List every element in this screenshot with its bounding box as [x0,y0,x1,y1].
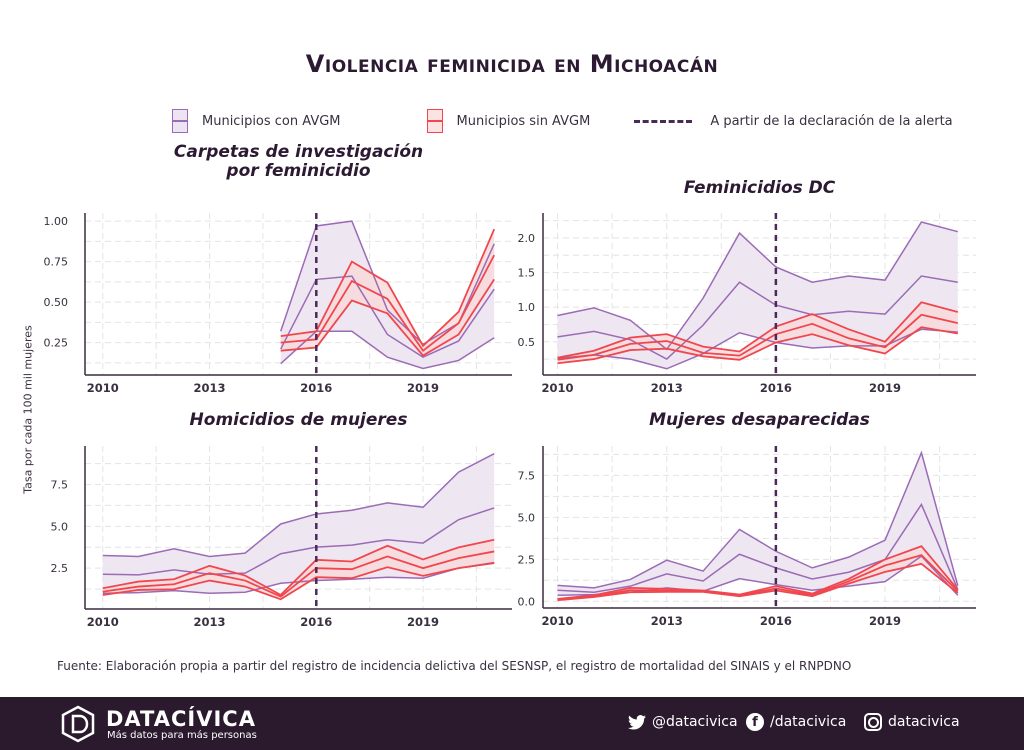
panel-title: Carpetas de investigación [174,142,423,162]
y-tick-label: 2.0 [518,232,536,245]
y-tick-label: 2.5 [51,562,69,575]
x-tick-label: 2013 [194,615,226,629]
legend-label-con-avgm: Municipios con AVGM [202,113,341,129]
y-tick-label: 0.5 [518,336,536,349]
legend-swatch-alerta [634,119,693,123]
line-sin-avgm-upper [280,228,496,348]
line-sin-avgm-lower [557,326,958,365]
panel-title: Mujeres desaparecidas [649,410,870,430]
line-sin-avgm-lower [557,562,959,602]
line-sin-avgm-mid [557,313,959,361]
x-tick-label: 2019 [407,615,439,629]
legend-item-alerta: A partir de la declaración de la alerta [634,113,953,129]
y-tick-label: 1.00 [44,215,69,228]
line-con-avgm-mid [557,502,959,593]
x-tick-label: 2013 [651,381,683,395]
facebook-icon: f [746,713,764,731]
twitter-handle: @datacivica [652,714,738,730]
line-sin-avgm-upper [102,538,495,597]
brand-tagline: Más datos para más personas [107,730,257,741]
datacivica-logo-icon [61,705,95,743]
y-tick-label: 0.0 [518,595,536,608]
legend-swatch-con-avgm [172,109,188,133]
x-tick-label: 2016 [300,615,332,629]
brand-name: DATACÍVICA [106,707,256,731]
y-tick-label: 7.5 [518,469,536,482]
source-note: Fuente: Elaboración propia a partir del … [57,659,852,673]
y-tick-label: 0.75 [44,256,69,269]
instagram-link[interactable]: datacivica [864,713,960,731]
line-sin-avgm-upper [557,545,959,600]
panel-title: por feminicidio [225,161,370,181]
y-tick-label: 5.0 [518,511,536,524]
instagram-icon [864,713,882,731]
y-tick-label: 1.5 [518,267,536,280]
x-tick-label: 2016 [760,381,792,395]
legend-label-sin-avgm: Municipios sin AVGM [456,113,591,129]
band-sin-avgm [102,539,495,600]
x-tick-label: 2016 [300,381,332,395]
y-tick-label: 5.0 [51,520,69,533]
legend-item-con-avgm: Municipios con AVGM [172,109,341,133]
legend-swatch-sin-avgm [426,109,443,133]
twitter-icon [628,713,646,731]
x-tick-label: 2019 [407,381,439,395]
panel-title: Homicidios de mujeres [190,410,408,430]
x-tick-label: 2010 [87,615,119,629]
line-sin-avgm-lower [102,562,495,601]
instagram-handle: datacivica [888,714,960,730]
line-con-avgm-mid [557,275,958,360]
chart-title: Violencia feminicida en Michoacán [305,50,719,78]
line-con-avgm-upper [102,453,495,558]
x-tick-label: 2010 [542,381,574,395]
line-con-avgm-upper [557,221,958,351]
panel-3: Homicidios de mujeres 2.5 5.0 7.5 2010 2013 20… [51,410,512,629]
panel-4: Mujeres desaparecidas 0.0 2.5 5.0 7.5 2010 201… [518,410,976,628]
x-tick-label: 2010 [87,381,119,395]
panel-title: Feminicidios DC [684,178,836,198]
band-con-avgm [557,452,958,596]
y-tick-label: 7.5 [51,478,69,491]
y-tick-label: 2.5 [518,553,536,566]
x-tick-label: 2013 [651,614,683,628]
facebook-handle: /datacivica [770,714,847,730]
line-sin-avgm-mid [102,550,495,598]
y-tick-label: 0.50 [44,296,69,309]
y-tick-label: 1.0 [518,301,536,314]
x-tick-label: 2016 [760,614,792,628]
panel-2: Feminicidios DC 0.5 1.0 1.5 2.0 2010 2013 2016 2… [518,178,976,395]
x-tick-label: 2013 [194,381,226,395]
x-tick-label: 2010 [542,614,574,628]
band-sin-avgm [557,302,958,364]
x-tick-label: 2019 [869,614,901,628]
facebook-link[interactable]: f /datacivica [746,713,846,731]
line-con-avgm-lower [557,328,958,370]
y-axis-label: Tasa por cada 100 mil mujeres [21,325,35,494]
line-con-avgm-mid [102,507,495,576]
line-sin-avgm-mid [557,554,959,601]
x-tick-label: 2019 [869,381,901,395]
line-con-avgm-upper [557,450,959,589]
twitter-link[interactable]: @datacivica [628,713,738,731]
band-con-avgm [280,221,495,369]
band-sin-avgm [280,229,495,356]
line-sin-avgm-upper [557,301,959,359]
legend: Municipios con AVGM Municipios sin AVGM … [172,108,993,134]
footer: DATACÍVICA Más datos para más personas @… [0,697,1024,750]
legend-item-sin-avgm: Municipios sin AVGM [426,109,591,133]
y-tick-label: 0.25 [44,337,69,350]
legend-label-alerta: A partir de la declaración de la alerta [710,113,953,129]
